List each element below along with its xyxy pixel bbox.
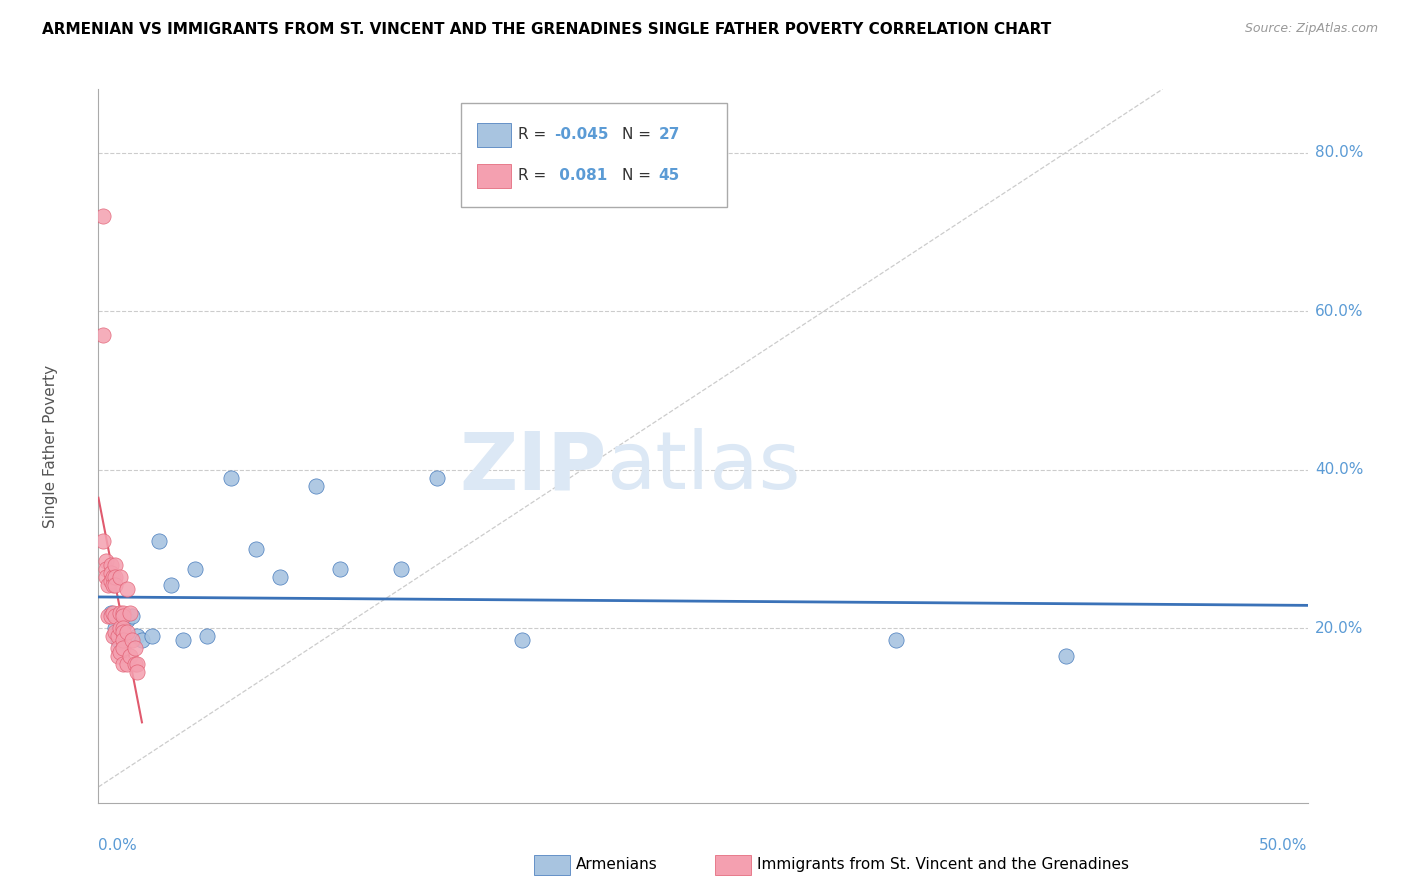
FancyBboxPatch shape xyxy=(716,855,751,875)
Point xyxy=(118,606,141,620)
Point xyxy=(117,614,139,628)
Point xyxy=(117,657,139,671)
Point xyxy=(94,570,117,584)
Point xyxy=(886,633,908,648)
FancyBboxPatch shape xyxy=(534,855,569,875)
Point xyxy=(108,606,131,620)
Point xyxy=(101,606,124,620)
Point xyxy=(111,625,134,640)
Point xyxy=(305,478,328,492)
Point xyxy=(104,621,127,635)
Point xyxy=(107,649,129,664)
Text: 0.081: 0.081 xyxy=(554,168,607,183)
Point xyxy=(426,471,449,485)
Point xyxy=(107,625,129,640)
Point xyxy=(111,633,134,648)
Text: Source: ZipAtlas.com: Source: ZipAtlas.com xyxy=(1244,22,1378,36)
Text: 20.0%: 20.0% xyxy=(1315,621,1364,636)
Text: R =: R = xyxy=(517,128,551,143)
Point xyxy=(124,657,146,671)
Point xyxy=(101,629,124,643)
Point xyxy=(107,629,129,643)
Point xyxy=(101,570,124,584)
Point xyxy=(184,562,207,576)
Text: 27: 27 xyxy=(658,128,679,143)
Text: ARMENIAN VS IMMIGRANTS FROM ST. VINCENT AND THE GRENADINES SINGLE FATHER POVERTY: ARMENIAN VS IMMIGRANTS FROM ST. VINCENT … xyxy=(42,22,1052,37)
Point xyxy=(111,641,134,656)
Point xyxy=(127,657,149,671)
Point xyxy=(148,534,170,549)
Point xyxy=(100,558,122,572)
Point xyxy=(111,617,134,632)
Text: Armenians: Armenians xyxy=(576,857,658,872)
Point xyxy=(111,609,134,624)
Point xyxy=(245,542,267,557)
Point xyxy=(100,606,122,620)
Text: R =: R = xyxy=(517,168,551,183)
Point xyxy=(111,657,134,671)
Text: ZIP: ZIP xyxy=(458,428,606,507)
Point xyxy=(108,621,131,635)
Point xyxy=(104,609,127,624)
Point xyxy=(127,665,149,679)
Text: 50.0%: 50.0% xyxy=(1260,838,1308,854)
Text: N =: N = xyxy=(621,168,655,183)
Text: atlas: atlas xyxy=(606,428,800,507)
Text: Single Father Poverty: Single Father Poverty xyxy=(42,365,58,527)
Text: 45: 45 xyxy=(658,168,679,183)
Point xyxy=(100,566,122,580)
Text: 0.0%: 0.0% xyxy=(98,838,138,854)
Point xyxy=(195,629,218,643)
Point xyxy=(124,641,146,656)
Point xyxy=(127,629,149,643)
Point xyxy=(108,609,131,624)
Text: -0.045: -0.045 xyxy=(554,128,609,143)
Point xyxy=(104,578,127,592)
Text: N =: N = xyxy=(621,128,655,143)
Point xyxy=(510,633,533,648)
FancyBboxPatch shape xyxy=(477,123,510,147)
Point xyxy=(329,562,352,576)
Point xyxy=(121,609,143,624)
Point xyxy=(172,633,194,648)
Point xyxy=(111,621,134,635)
Point xyxy=(160,578,183,592)
Point xyxy=(1054,649,1077,664)
Point xyxy=(91,534,114,549)
Point xyxy=(100,609,122,624)
Point xyxy=(108,570,131,584)
Text: 40.0%: 40.0% xyxy=(1315,462,1364,477)
Point xyxy=(117,625,139,640)
Point xyxy=(389,562,412,576)
Point xyxy=(94,554,117,568)
Point xyxy=(104,570,127,584)
Point xyxy=(269,570,291,584)
Text: 60.0%: 60.0% xyxy=(1315,303,1364,318)
Point xyxy=(97,578,120,592)
Point xyxy=(118,649,141,664)
Point xyxy=(111,606,134,620)
Point xyxy=(94,562,117,576)
Point xyxy=(141,629,163,643)
Point xyxy=(131,633,153,648)
Point xyxy=(104,558,127,572)
FancyBboxPatch shape xyxy=(461,103,727,207)
Point xyxy=(221,471,243,485)
Point xyxy=(101,578,124,592)
Point xyxy=(97,609,120,624)
Point xyxy=(121,633,143,648)
FancyBboxPatch shape xyxy=(477,164,510,187)
Point xyxy=(107,641,129,656)
Point xyxy=(111,625,134,640)
Point xyxy=(100,574,122,588)
Point xyxy=(108,645,131,659)
Text: 80.0%: 80.0% xyxy=(1315,145,1364,161)
Point xyxy=(107,633,129,648)
Text: Immigrants from St. Vincent and the Grenadines: Immigrants from St. Vincent and the Gren… xyxy=(758,857,1129,872)
Point xyxy=(91,209,114,223)
Point xyxy=(117,582,139,596)
Point xyxy=(104,625,127,640)
Point xyxy=(91,328,114,343)
